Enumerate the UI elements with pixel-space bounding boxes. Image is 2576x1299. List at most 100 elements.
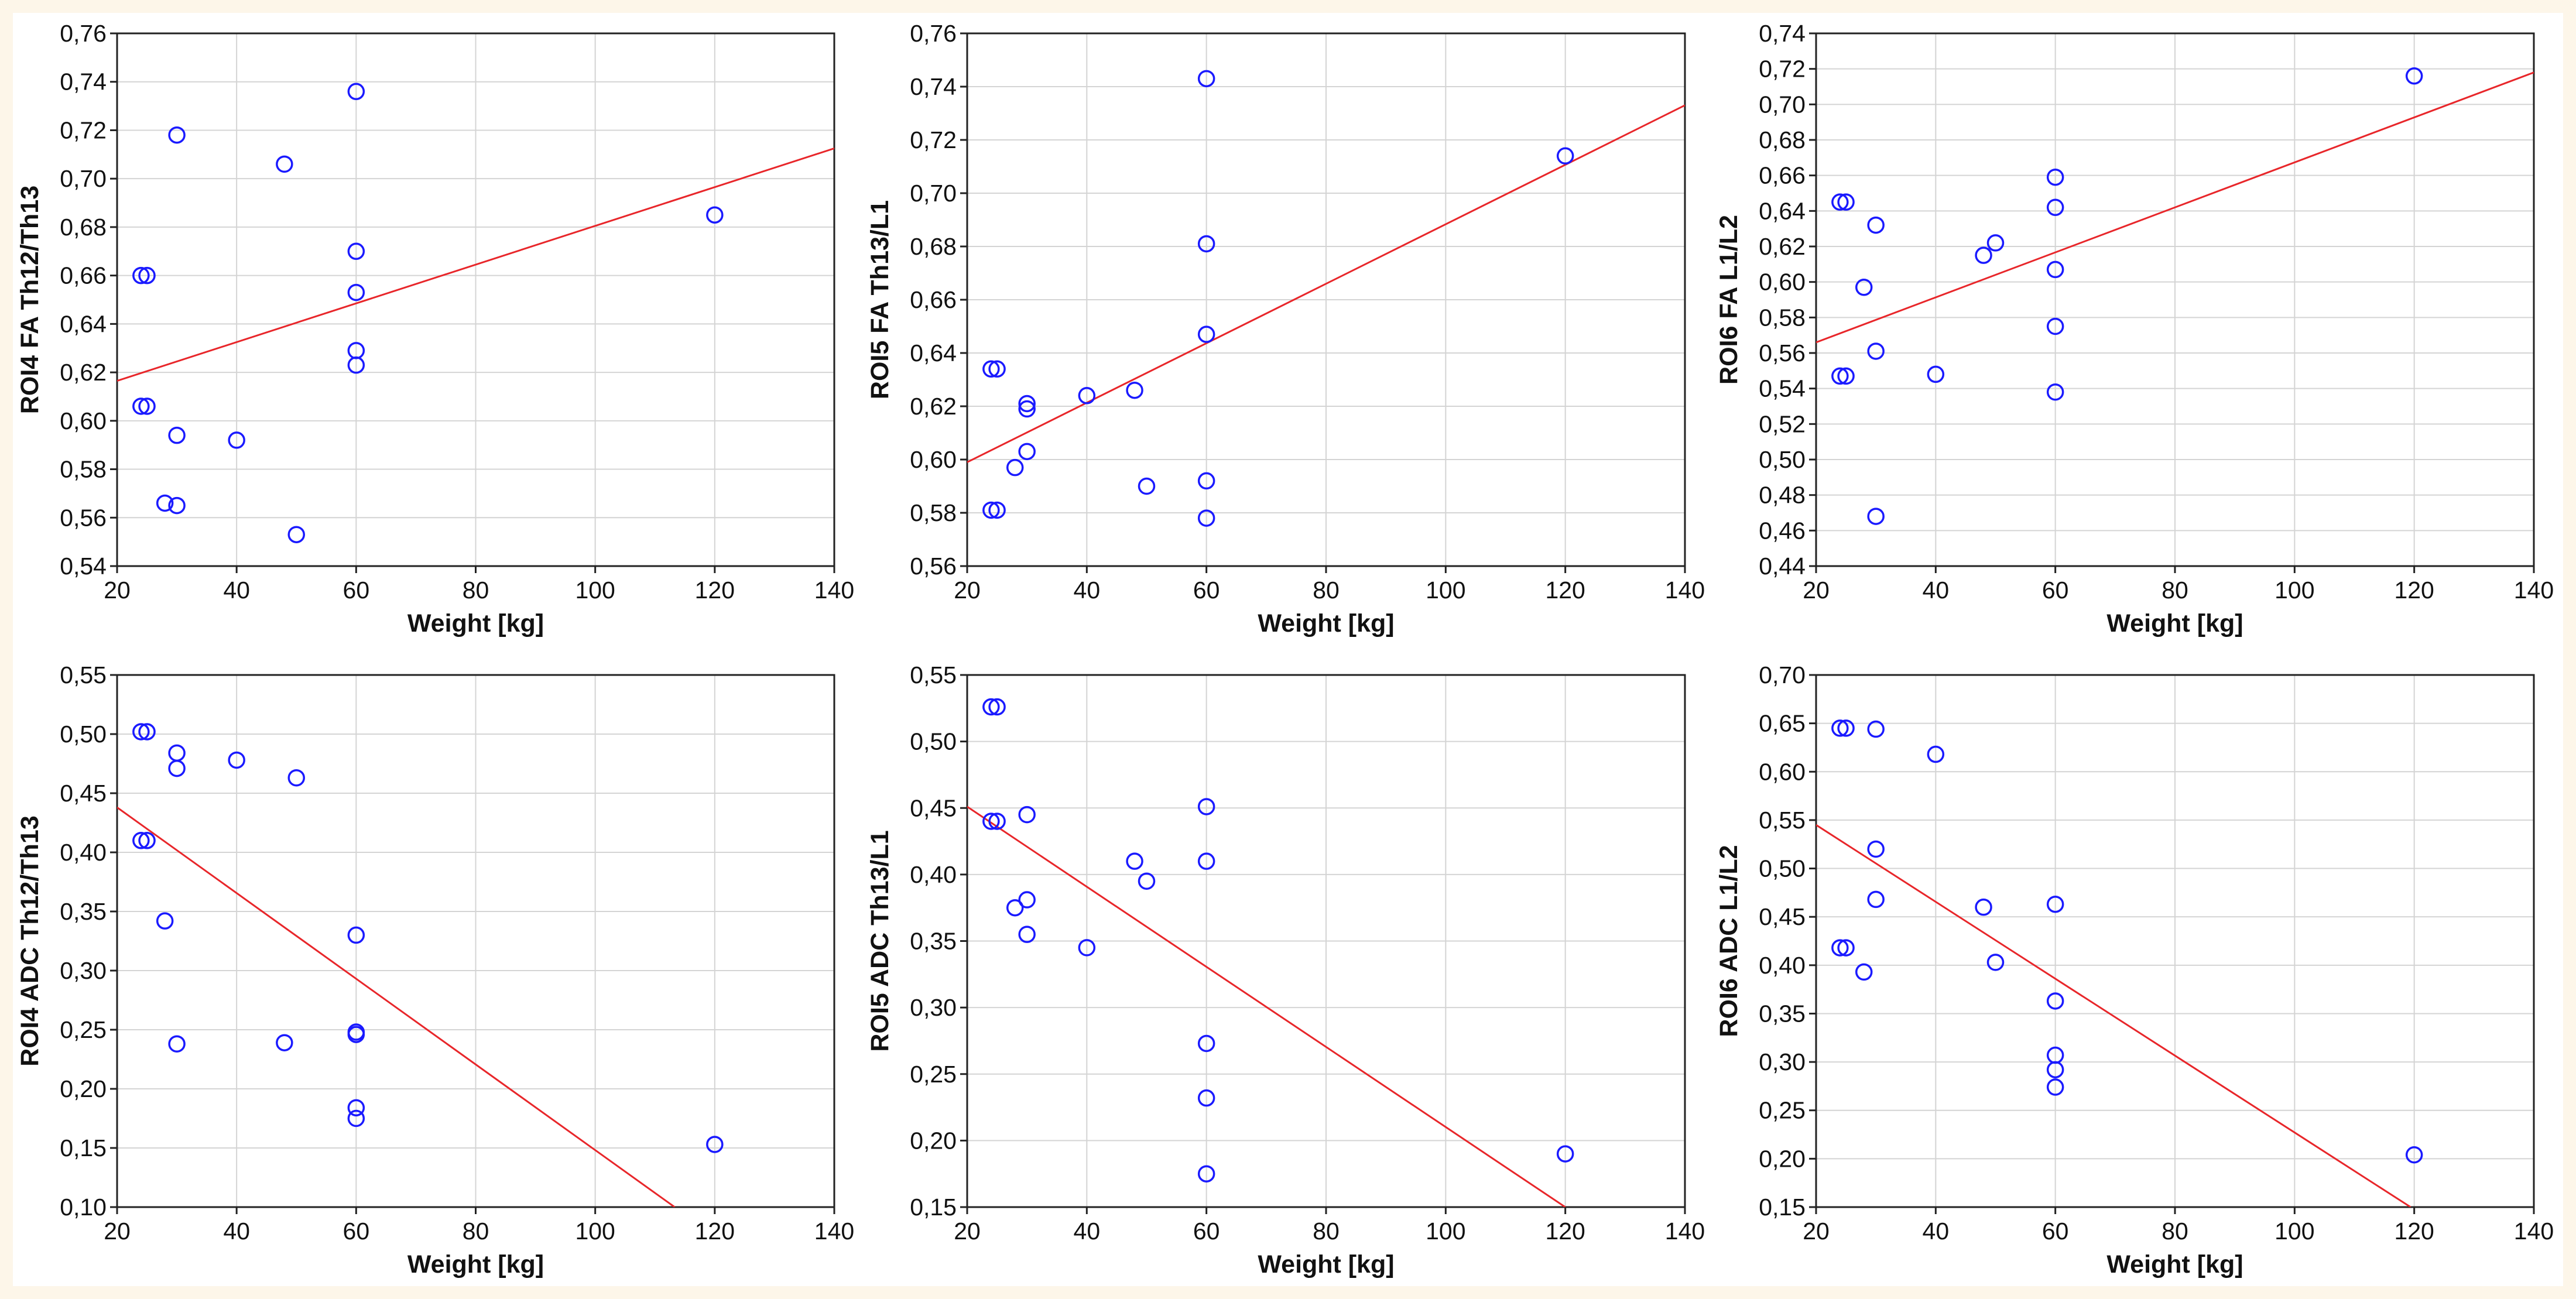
x-tick-label: 120 [695,1218,735,1245]
y-tick-label: 0,30 [60,957,107,984]
data-point [1975,246,1992,264]
y-tick-label: 0,25 [60,1016,107,1043]
data-point [1197,798,1215,815]
y-tick-label: 0,56 [910,553,957,580]
y-tick-label: 0,50 [910,728,957,755]
y-tick-label: 0,66 [910,286,957,313]
y-axis-label: ROI4 FA Th12/Th13 [16,186,44,414]
y-tick-label: 0,60 [1759,758,1806,785]
data-point [2046,895,2064,913]
y-tick-label: 0,48 [1759,482,1806,509]
scatter-panel-1: 20 40 60 80 100 120 140 0,54 0,56 0,58 0,60 0,62 0,6… [16,20,854,637]
y-tick-label: 0,58 [1759,304,1806,331]
x-tick-label: 60 [2042,577,2069,604]
regression-line [967,806,1566,1207]
data-point [1018,926,1036,943]
y-axis-label: ROI6 FA L1/L2 [1715,215,1743,385]
y-tick-label: 0,20 [60,1075,107,1102]
data-point [156,912,174,930]
data-point [347,356,365,374]
x-tick-label: 80 [2161,1218,2188,1245]
data-point [132,397,150,415]
y-axis-label: ROI4 ADC Th12/Th13 [16,815,44,1067]
data-point [276,1034,293,1051]
x-tick-label: 120 [2394,1218,2434,1245]
x-tick-label: 100 [2274,577,2314,604]
data-point [1018,891,1036,909]
data-point [168,759,186,777]
regression-line [1816,824,2411,1207]
x-tick-label: 120 [1545,577,1585,604]
data-point [287,769,305,787]
data-point [156,494,174,512]
y-tick-label: 0,55 [1759,807,1806,834]
y-tick-label: 0,58 [60,456,107,483]
data-point [1831,367,1849,385]
x-tick-label: 60 [1193,1218,1220,1245]
data-point [1986,234,2005,252]
x-tick-label: 100 [575,577,615,604]
data-point [347,1026,365,1043]
data-point [1197,509,1215,527]
figure: 20 40 60 80 100 120 140 0,54 0,56 0,58 0,60 0,62 0,6… [13,13,2563,1286]
data-point [1078,939,1096,957]
x-tick-label: 120 [2394,577,2434,604]
data-point [1837,719,1855,737]
data-point [2046,992,2064,1010]
data-point [138,266,156,285]
scatter-panel-4: 20 40 60 80 100 120 140 0,10 0,15 0,20 0,25 0,30 0,3… [16,662,854,1279]
data-point [1197,235,1215,253]
data-point [1197,472,1215,490]
y-tick-label: 0,64 [910,340,957,366]
x-tick-label: 140 [2514,577,2554,604]
y-tick-label: 0,40 [60,839,107,866]
data-point [168,426,186,444]
y-tick-label: 0,62 [910,393,957,420]
grid-lines [967,33,1686,567]
y-tick-label: 0,35 [60,898,107,925]
x-axis-label: Weight [kg] [2106,1250,2243,1279]
scatter-panel-2: 20 40 60 80 100 120 140 0,56 0,58 0,60 0,62 0,64 0,6… [866,20,1705,637]
x-tick-label: 60 [343,577,370,604]
data-point [988,813,1006,830]
data-point [1126,381,1143,399]
x-tick-label: 80 [1313,577,1340,604]
y-tick-label: 0,54 [60,553,107,580]
x-axis-label: Weight [kg] [407,609,544,637]
y-tick-label: 0,10 [60,1194,107,1221]
y-tick-label: 0,70 [60,165,107,192]
regression-line [117,807,676,1207]
x-tick-label: 140 [814,1218,854,1245]
data-point [168,496,186,515]
y-tick-label: 0,70 [1759,91,1806,118]
data-point [168,126,186,144]
data-point [1018,400,1036,418]
data-point [1197,325,1215,343]
data-point [1006,458,1024,477]
data-point [347,926,365,944]
y-axis-label: ROI6 ADC L1/L2 [1715,845,1743,1037]
data-point [1018,395,1036,413]
data-point [1138,477,1156,495]
y-tick-label: 0,74 [60,68,107,95]
data-point [1867,342,1885,360]
data-point [988,360,1006,378]
y-tick-label: 0,58 [910,499,957,526]
data-point [1078,387,1096,405]
data-point [982,813,1000,830]
data-point [1975,898,1992,916]
x-tick-label: 100 [2274,1218,2314,1245]
x-tick-label: 80 [2161,577,2188,604]
x-tick-label: 40 [223,577,250,604]
data-point [982,360,1000,378]
data-point [982,501,1000,519]
y-tick-label: 0,35 [910,928,957,955]
x-axis-label: Weight [kg] [2106,609,2243,637]
y-tick-label: 0,50 [1759,855,1806,882]
x-tick-label: 140 [814,577,854,604]
y-tick-label: 0,60 [60,407,107,434]
x-tick-label: 20 [104,1218,131,1245]
x-tick-label: 100 [575,1218,615,1245]
y-tick-label: 0,56 [1759,340,1806,366]
data-point [706,206,724,224]
